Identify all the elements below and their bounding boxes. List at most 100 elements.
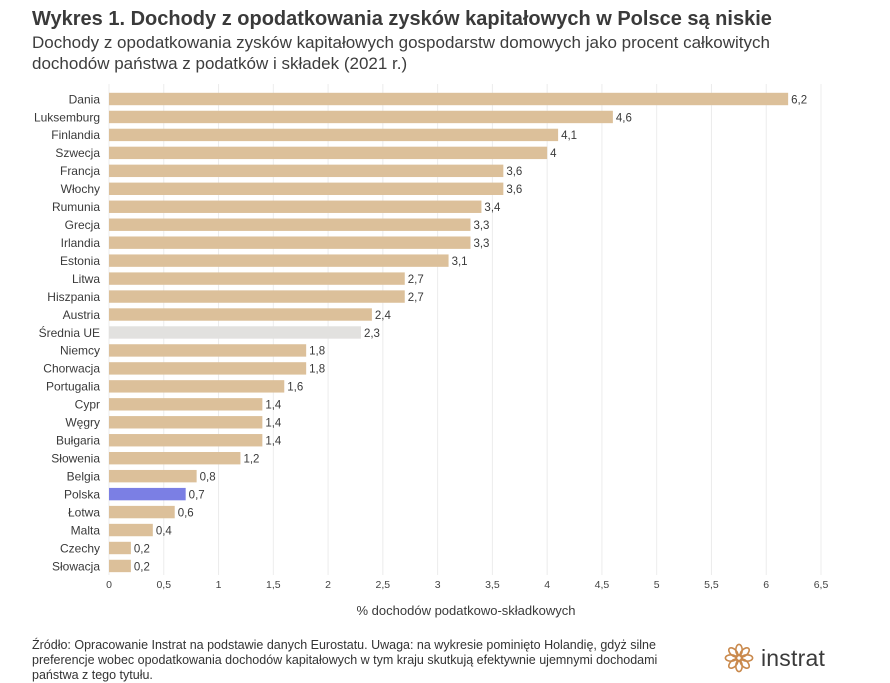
value-label: 0,6 [178,507,194,519]
value-label: 1,4 [265,418,282,430]
value-label: 1,4 [265,436,282,448]
instrat-logo: instrat [724,643,825,673]
chart-title: Wykres 1. Dochody z opodatkowania zysków… [32,8,772,30]
x-tick-label: 4 [544,579,550,591]
chart-subtitle: Dochody z opodatkowania zysków kapitałow… [32,33,770,73]
category-label: Litwa [72,272,100,286]
value-label: 1,8 [309,346,325,358]
bar [109,452,241,465]
value-label: 2,7 [408,292,424,304]
x-axis-label: % dochodów podatkowo-składkowych [357,603,576,618]
category-label: Średnia UE [39,325,100,340]
bar [109,200,482,213]
x-tick-label: 5 [654,579,660,591]
logo-text: instrat [761,644,826,671]
category-label: Malta [71,523,101,537]
category-label: Słowacja [52,559,100,573]
category-label: Luksemburg [34,110,100,124]
x-tick-label: 1 [216,579,222,591]
bar [109,218,471,231]
value-label: 6,2 [791,94,807,106]
bar [109,559,131,573]
bar [109,254,449,267]
x-tick-label: 2 [325,579,331,591]
category-label: Szwecja [55,146,100,160]
category-label: Polska [64,487,100,501]
category-label: Czechy [60,541,100,555]
bar [109,505,175,519]
bar [109,110,613,124]
value-label: 0,8 [200,471,216,483]
bar [109,541,131,555]
bar-chart: Dania 6,2 Luksemburg 4,6 Finlandia 4,1 Szwecja… [34,84,828,618]
value-label: 3,3 [473,220,489,232]
bar [109,469,197,483]
category-label: Bułgaria [56,434,100,448]
category-label: Włochy [61,182,100,196]
bar [109,398,263,411]
category-label: Francja [60,164,100,178]
value-label: 3,6 [506,166,522,178]
category-label: Rumunia [52,200,100,214]
x-tick-label: 0,5 [156,579,171,591]
bar [109,308,372,321]
bar [109,523,153,537]
value-label: 3,6 [506,184,522,196]
value-label: 3,1 [452,256,468,268]
category-label: Austria [63,308,101,322]
value-label: 4,1 [561,130,577,142]
x-tick-label: 0 [106,579,112,591]
bar [109,326,361,339]
value-label: 0,2 [134,561,150,573]
x-tick-label: 1,5 [266,579,281,591]
category-label: Estonia [60,254,100,268]
bar [109,272,405,285]
category-label: Hiszpania [47,290,100,304]
bar [109,236,471,249]
value-label: 2,4 [375,310,392,322]
bar [109,380,285,393]
value-label: 2,7 [408,274,424,286]
instrat-logo-icon [724,643,754,673]
x-tick-label: 3,5 [485,579,500,591]
x-tick-label: 5,5 [704,579,719,591]
category-label: Irlandia [61,236,101,250]
value-label: 0,4 [156,525,173,537]
category-label: Dania [69,92,101,106]
value-label: 1,4 [265,400,282,412]
value-label: 0,7 [189,489,205,501]
bar [109,344,307,357]
value-label: 3,3 [473,238,489,250]
value-label: 1,6 [287,382,303,394]
value-label: 4,6 [616,112,632,124]
bar [109,362,307,375]
bar [109,182,504,195]
category-label: Grecja [65,218,101,232]
x-tick-label: 2,5 [376,579,391,591]
category-label: Portugalia [46,380,100,394]
bar [109,434,263,447]
bar [109,146,548,160]
bar [109,416,263,429]
category-label: Węgry [65,416,100,430]
value-label: 1,2 [243,454,259,466]
x-tick-label: 4,5 [595,579,610,591]
bar [109,487,186,501]
category-label: Łotwa [68,505,100,519]
bar [109,128,559,142]
value-label: 0,2 [134,543,150,555]
category-label: Belgia [67,469,101,483]
category-label: Chorwacja [43,362,100,376]
value-label: 2,3 [364,328,380,340]
bar [109,164,504,178]
value-label: 1,8 [309,364,325,376]
category-label: Cypr [75,398,100,412]
category-label: Słowenia [51,452,100,466]
source-note: Źródło: Opracowanie Instrat na podstawie… [32,638,658,682]
value-label: 4 [550,148,557,160]
category-label: Niemcy [60,344,100,358]
x-tick-label: 3 [435,579,441,591]
bar [109,290,405,303]
bar [109,92,789,106]
x-tick-label: 6 [763,579,769,591]
